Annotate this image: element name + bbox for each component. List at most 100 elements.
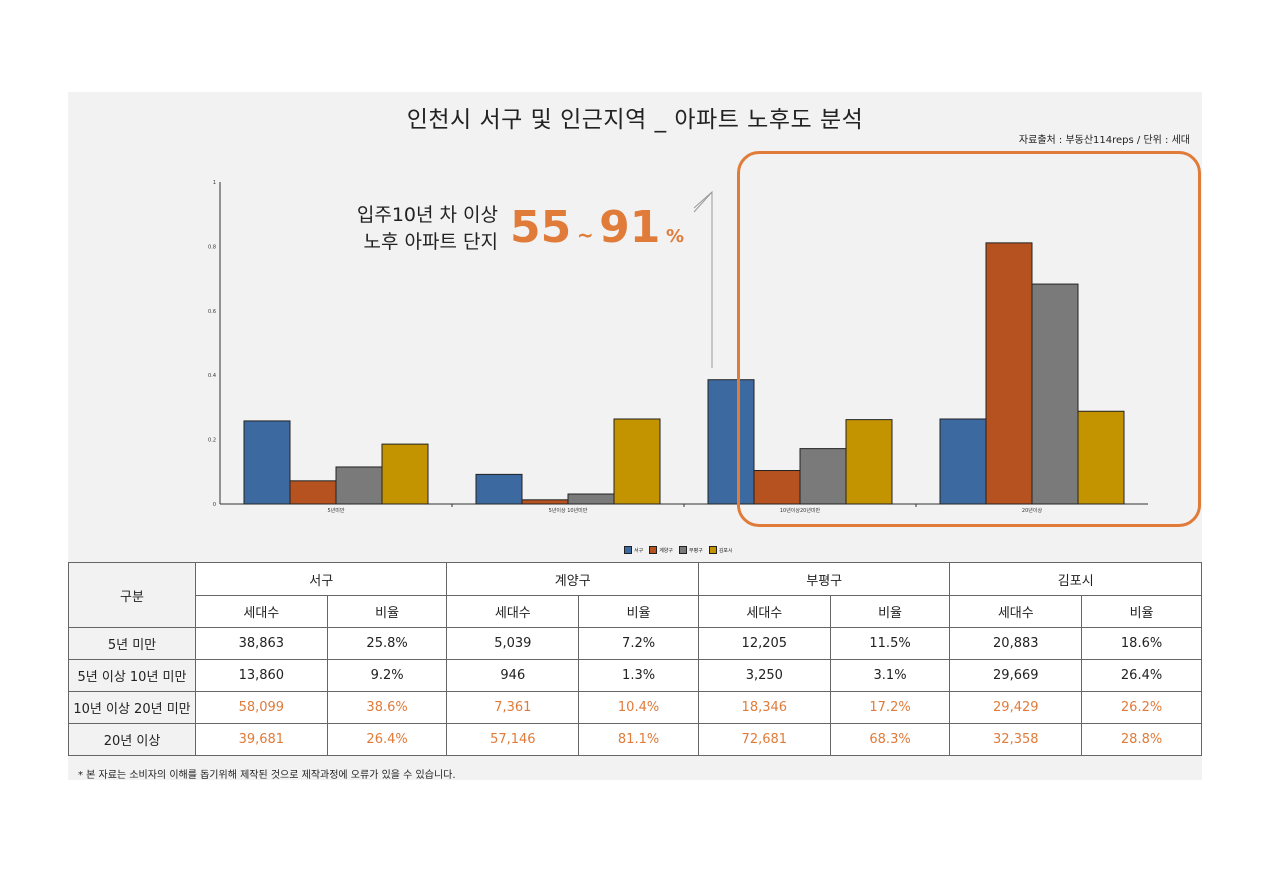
table-row-label: 5년 이상 10년 미만 [68, 659, 196, 692]
callout-line1: 입주10년 차 이상 [356, 204, 498, 226]
table-cell: 26.2% [1081, 691, 1202, 724]
legend-label: 부평구 [689, 547, 703, 554]
bar-chart: 0 0.2 0.4 0.6 0.8 1 5년미만 5년이상 10년미만 10년이상20년미만 20… [208, 180, 1148, 514]
legend-swatch [708, 546, 717, 554]
callout-line2: 노후 아파트 단지 [363, 231, 498, 253]
chart-title: 인천시 서구 및 인근지역 _ 아파트 노후도 분석 [406, 107, 864, 133]
legend-swatch [679, 546, 688, 554]
bar-부평구-1 [567, 493, 615, 505]
table-cell: 58,099 [195, 691, 328, 724]
table-cell: 57,146 [446, 723, 580, 756]
callout-low: 55 [510, 202, 572, 253]
table-cell: 18,346 [697, 691, 831, 724]
bar-서구-3 [939, 418, 987, 505]
bar-계양구-1 [521, 499, 569, 505]
table-cell: 28.8% [1081, 723, 1202, 756]
table-cell: 68.3% [829, 723, 951, 756]
table-cell: 946 [446, 659, 580, 692]
table-region-header: 계양구 [446, 562, 699, 596]
x-tick-label: 5년이상 10년미만 [549, 507, 588, 514]
y-tick-label: 0.4 [208, 373, 216, 379]
callout-high: 91 [599, 202, 661, 253]
table-cell: 3.1% [829, 659, 951, 692]
bar-김포시-1 [613, 418, 661, 505]
y-tick-label: 0.2 [208, 438, 216, 444]
highlight-box [737, 151, 1201, 527]
table-cell: 81.1% [578, 723, 699, 756]
table-cell: 38,863 [195, 627, 328, 660]
callout-text: 입주10년 차 이상 노후 아파트 단지 [338, 202, 498, 256]
table-row: 5년 미만 38,863 25.8% 5,039 7.2% 12,205 11.5% 20,8… [68, 627, 1202, 660]
legend-swatch [624, 546, 632, 554]
data-table: 구분 서구 계양구 부평구 김포시 세대수 비율 세대수 비율 세대수 비율 세대수 비율 5년 미만 38… [68, 562, 1202, 756]
chart-panel: 인천시 서구 및 인근지역 _ 아파트 노후도 분석 자료출처 : 부동산114… [68, 92, 1202, 781]
table-cell: 7,361 [446, 691, 580, 724]
bar-부평구-3 [1031, 283, 1079, 505]
table-row-label: 5년 미만 [68, 627, 196, 660]
table-subheader: 세대수 [697, 595, 831, 628]
table-cell: 72,681 [697, 723, 831, 756]
bar-서구-2 [707, 379, 755, 505]
table-subheader: 비율 [1081, 595, 1202, 628]
x-tick-label: 20년이상 [1022, 507, 1043, 514]
bar-김포시-3 [1077, 410, 1125, 505]
y-tick-label: 0.6 [208, 309, 216, 315]
bar-부평구-0 [335, 466, 383, 505]
legend-item: 서구 [624, 546, 643, 554]
table-cell: 26.4% [1081, 659, 1202, 692]
table-cell: 12,205 [697, 627, 831, 660]
x-tick-label: 5년미만 [328, 507, 345, 514]
legend-swatch [649, 546, 658, 554]
table-region-header: 김포시 [949, 562, 1202, 596]
chart-legend: 서구 계양구 부평구 김포시 [624, 546, 733, 554]
legend-item: 계양구 [649, 546, 673, 554]
table-cell: 17.2% [829, 691, 951, 724]
table-subheader: 세대수 [949, 595, 1083, 628]
table-subheader: 세대수 [195, 595, 328, 628]
table-subheader: 비율 [829, 595, 951, 628]
table-row: 10년 이상 20년 미만 58,099 38.6% 7,361 10.4% 18,346… [68, 691, 1202, 724]
table-cell: 26.4% [326, 723, 448, 756]
footnote: * 본 자료는 소비자의 이해를 돕기위해 제작된 것으로 제작과정에 오류가 … [78, 770, 456, 781]
chart-bars [243, 242, 1125, 505]
table-cell: 7.2% [578, 627, 699, 660]
y-tick-label: 0 [213, 502, 216, 508]
callout-tilde: ~ [576, 223, 594, 247]
legend-item: 부평구 [679, 546, 703, 554]
table-subheader-row: 세대수 비율 세대수 비율 세대수 비율 세대수 비율 [69, 595, 1202, 628]
table-cell: 5,039 [446, 627, 580, 660]
table-cell: 38.6% [326, 691, 448, 724]
table-subheader: 비율 [326, 595, 448, 628]
table-cell: 1.3% [578, 659, 699, 692]
table-cell: 32,358 [949, 723, 1083, 756]
table-cell: 11.5% [829, 627, 951, 660]
callout-unit: % [665, 226, 685, 247]
table-cell: 9.2% [326, 659, 448, 692]
bar-부평구-2 [799, 448, 847, 505]
table-subheader: 비율 [578, 595, 699, 628]
table-cell: 29,429 [949, 691, 1083, 724]
data-source-note: 자료출처 : 부동산114reps / 단위 : 세대 [1018, 135, 1190, 146]
table-corner-label: 구분 [68, 562, 196, 628]
table-cell: 3,250 [697, 659, 831, 692]
bar-서구-0 [243, 420, 291, 505]
table-header-row: 구분 서구 계양구 부평구 김포시 [68, 562, 1202, 628]
x-tick-label: 10년이상20년미만 [780, 507, 821, 514]
table-cell: 25.8% [326, 627, 448, 660]
legend-label: 계양구 [659, 547, 674, 554]
table-region-header: 서구 [194, 562, 448, 596]
legend-label: 김포시 [718, 547, 733, 554]
table-cell: 13,860 [195, 659, 328, 692]
bar-김포시-2 [845, 419, 893, 505]
callout-range: 55 ~ 91 % [510, 202, 684, 253]
table-cell: 20,883 [949, 627, 1083, 660]
table-cell: 10.4% [578, 691, 699, 724]
y-tick-label: 1 [213, 180, 216, 186]
bar-서구-1 [475, 473, 523, 505]
table-row: 20년 이상 39,681 26.4% 57,146 81.1% 72,681 68.3% 3… [68, 723, 1202, 756]
table-row-label: 10년 이상 20년 미만 [68, 691, 196, 724]
table-row-label: 20년 이상 [68, 723, 196, 756]
table-cell: 18.6% [1081, 627, 1202, 660]
table-row: 5년 이상 10년 미만 13,860 9.2% 946 1.3% 3,250 3.1% 29… [68, 659, 1202, 692]
legend-item: 김포시 [708, 546, 733, 554]
